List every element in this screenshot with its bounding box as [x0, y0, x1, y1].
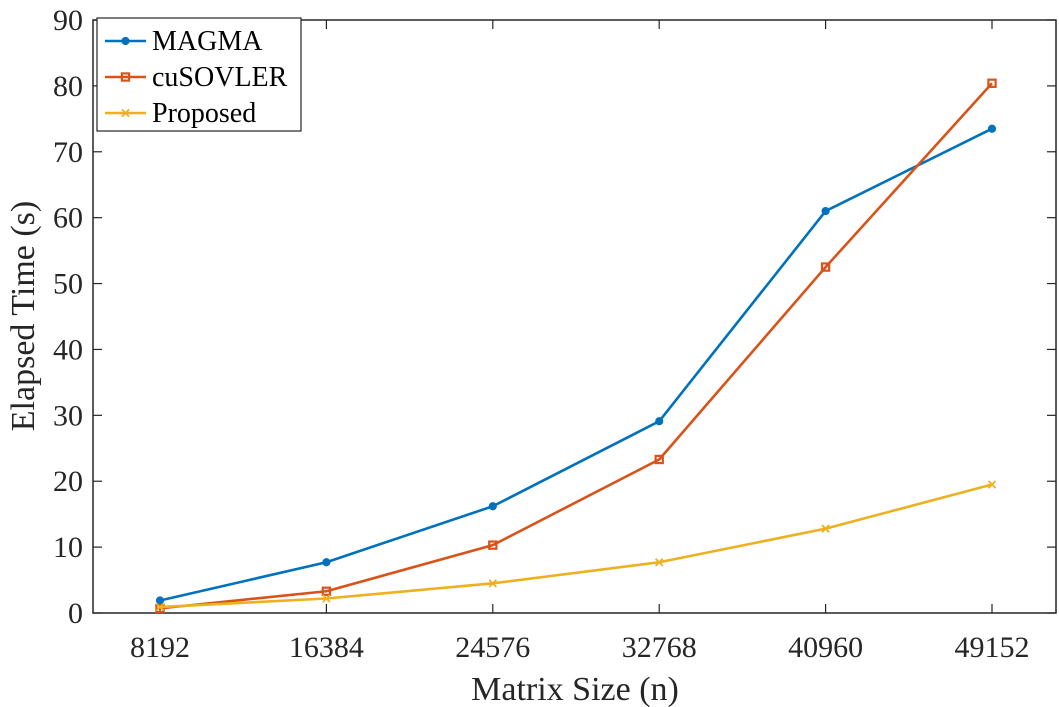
series-layer [155, 78, 997, 614]
series-cusovler [155, 78, 997, 614]
data-point-proposed [322, 594, 331, 603]
data-point-magma [155, 596, 165, 605]
x-tick-label: 16384 [289, 631, 364, 664]
y-axis-ticks: 0 10 20 30 40 50 60 70 80 90 [53, 4, 1056, 630]
y-tick-label: 0 [68, 597, 83, 630]
data-point-magma [322, 558, 331, 567]
x-axis-ticks: 8192 16384 24576 32768 40960 49152 [130, 20, 1030, 664]
data-point-cusovler [488, 540, 498, 550]
y-tick-label: 20 [53, 465, 83, 498]
series-line-magma [159, 127, 993, 602]
y-tick-label: 10 [53, 531, 83, 564]
y-tick-label: 50 [53, 268, 83, 301]
legend-marker [121, 36, 130, 46]
y-tick-label: 90 [53, 4, 83, 37]
series-line-cusovler [159, 82, 993, 610]
series-line-proposed [159, 483, 993, 609]
y-tick-label: 30 [53, 399, 83, 432]
data-point-magma [655, 417, 664, 426]
data-point-proposed [821, 524, 830, 533]
data-point-cusovler [987, 78, 997, 88]
legend: MAGMA cuSOVLER Proposed [96, 17, 302, 132]
y-tick-label: 40 [53, 333, 83, 366]
data-point-proposed [987, 480, 997, 489]
data-point-proposed [155, 602, 165, 612]
x-tick-label: 40960 [788, 631, 863, 664]
legend-label: MAGMA [152, 26, 263, 57]
data-point-proposed [488, 579, 498, 588]
data-point-magma [488, 502, 497, 511]
data-point-cusovler [654, 454, 664, 465]
x-tick-label: 32768 [622, 631, 697, 664]
legend-entry-magma: MAGMA [105, 26, 263, 57]
y-tick-label: 60 [53, 202, 83, 235]
x-tick-label: 49152 [955, 631, 1030, 664]
series-magma [155, 124, 997, 605]
legend-entry-proposed: Proposed [105, 98, 256, 129]
data-point-cusovler [820, 262, 831, 272]
legend-marker [121, 108, 130, 118]
legend-marker [120, 72, 131, 82]
series-proposed [155, 480, 997, 612]
legend-label: cuSOVLER [152, 62, 288, 93]
x-tick-label: 8192 [130, 631, 190, 664]
x-axis-title: Matrix Size (n) [471, 671, 679, 707]
data-point-magma [821, 206, 830, 216]
x-tick-label: 24576 [455, 631, 530, 664]
y-tick-label: 80 [53, 70, 83, 103]
data-point-proposed [654, 558, 664, 567]
data-point-magma [987, 124, 997, 133]
y-tick-label: 70 [53, 136, 83, 169]
legend-label: Proposed [152, 98, 256, 129]
data-point-cusovler [155, 603, 165, 614]
y-axis-title: Elapsed Time (s) [5, 201, 42, 431]
legend-entry-cusovler: cuSOVLER [105, 62, 288, 93]
data-point-cusovler [321, 586, 332, 596]
